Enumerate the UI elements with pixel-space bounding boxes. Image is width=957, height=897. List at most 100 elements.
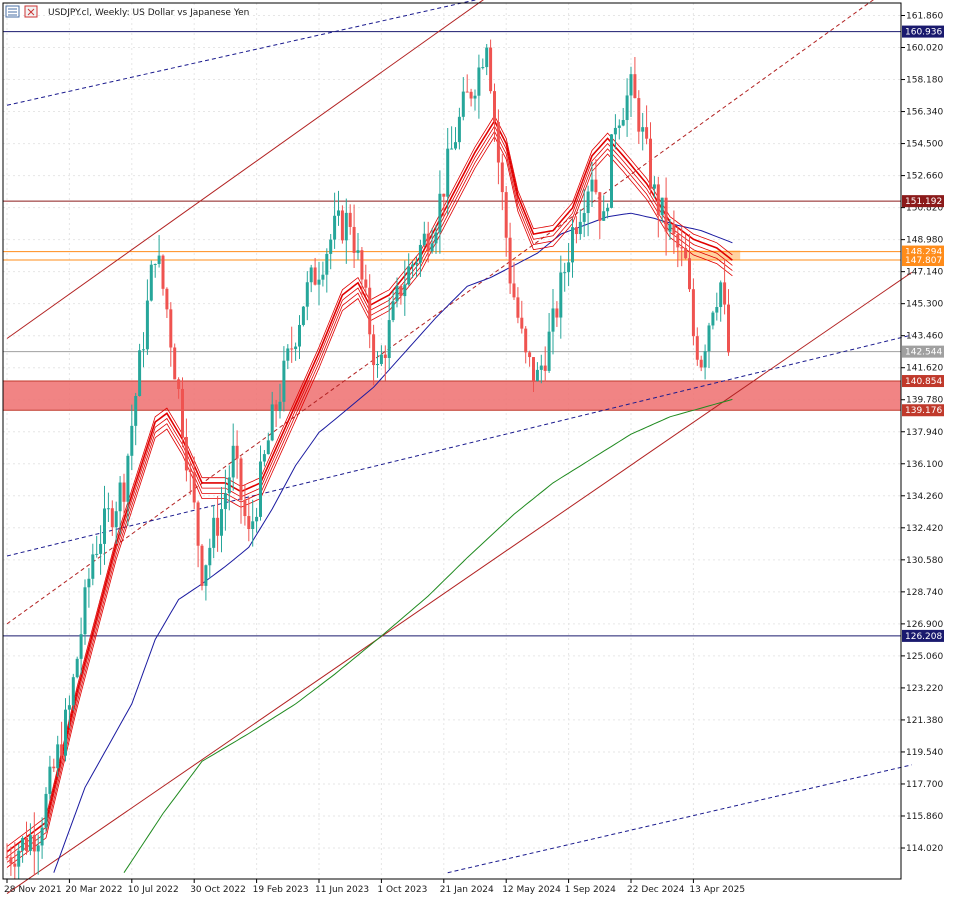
price-tag-label: 139.176	[905, 406, 942, 416]
candle-body	[56, 744, 60, 769]
candle-body	[422, 233, 426, 245]
candle-body	[243, 499, 247, 517]
candle-body	[337, 210, 340, 216]
y-tick-label: 148.980	[906, 236, 943, 246]
highlight-box	[677, 250, 741, 260]
candle-body	[532, 357, 535, 381]
y-tick-label: 132.420	[906, 524, 943, 534]
candle-body	[649, 138, 652, 189]
symbol-icon[interactable]	[24, 5, 38, 18]
price-tag-label: 126.208	[905, 632, 942, 642]
candle-body	[399, 285, 403, 297]
candle-body	[645, 127, 649, 139]
y-tick-label: 136.100	[906, 460, 943, 470]
candle-body	[699, 359, 703, 368]
candle-body	[715, 307, 719, 313]
ma-blue-line	[53, 212, 733, 873]
candle-body	[231, 445, 235, 478]
candle-body	[208, 547, 212, 566]
candle-body	[28, 835, 32, 851]
candle-body	[177, 379, 181, 389]
candle-body	[442, 193, 446, 197]
candle-body	[641, 127, 645, 132]
price-tag-bg	[902, 245, 944, 258]
y-tick-label: 154.500	[906, 140, 943, 150]
candle-body	[188, 470, 192, 473]
candle-body	[590, 179, 594, 192]
candle-body	[165, 288, 169, 310]
candle-body	[344, 212, 348, 241]
candle-body	[719, 282, 723, 308]
x-tick-label: 30 Oct 2022	[190, 885, 246, 895]
y-tick-label: 119.540	[906, 748, 943, 758]
candle-body	[75, 658, 79, 678]
candle-body	[309, 267, 313, 283]
candle-body	[582, 213, 586, 222]
candle-body	[426, 233, 430, 252]
y-tick-label: 143.460	[906, 332, 943, 342]
candle-body	[535, 369, 539, 381]
candle-body	[504, 192, 508, 238]
price-tag-bg	[902, 404, 944, 417]
chart-title: USDJPY.cl, Weekly: US Dollar vs Japanese…	[48, 8, 249, 18]
y-tick-label: 161.860	[906, 12, 943, 22]
candle-body	[528, 352, 532, 358]
candle-body	[656, 184, 660, 215]
candle-body	[79, 634, 83, 659]
candle-body	[87, 578, 91, 588]
candle-body	[368, 287, 372, 335]
candle-body	[130, 425, 134, 456]
y-tick-label: 130.580	[906, 556, 943, 566]
candle-body	[259, 461, 262, 517]
candle-body	[239, 458, 243, 500]
candle-body	[660, 197, 664, 215]
candle-body	[559, 272, 563, 318]
candle-body	[387, 320, 391, 359]
x-tick-label: 13 Apr 2025	[689, 885, 745, 895]
candle-body	[95, 553, 99, 555]
y-tick-label: 125.060	[906, 652, 943, 662]
candle-body	[126, 455, 130, 502]
candle-body	[415, 262, 418, 265]
candle-body	[625, 95, 629, 121]
candle-body	[610, 134, 613, 208]
y-tick-label: 152.660	[906, 172, 943, 182]
candle-body	[629, 74, 633, 96]
candle-body	[294, 346, 298, 350]
candle-body	[145, 300, 149, 350]
candle-body	[516, 297, 520, 318]
candle-body	[282, 360, 286, 402]
trend-line	[6, 0, 478, 106]
candle-body	[563, 272, 567, 274]
candle-body	[255, 516, 259, 522]
y-tick-label: 137.940	[906, 428, 943, 438]
candle-body	[301, 306, 305, 325]
candle-body	[157, 255, 161, 264]
candle-body	[134, 395, 138, 426]
price-tag-bg	[902, 375, 944, 388]
price-tag-label: 151.192	[905, 197, 942, 207]
candle-body	[512, 283, 516, 298]
candle-body	[114, 511, 118, 528]
candle-body	[270, 404, 274, 441]
candle-body	[169, 309, 173, 348]
candle-body	[481, 67, 485, 69]
x-tick-label: 1 Oct 2023	[377, 885, 427, 895]
candle-body	[395, 285, 399, 302]
candle-body	[391, 301, 395, 321]
chart-window-icon[interactable]	[5, 5, 20, 18]
price-tag-label: 142.544	[905, 348, 942, 358]
candle-body	[691, 289, 695, 337]
candle-body	[672, 224, 676, 235]
candle-body	[340, 210, 344, 241]
candle-body	[32, 835, 36, 852]
time-axis: 28 Nov 2021 20 Mar 2022 10 Jul 2022 30 Oct …	[4, 879, 745, 895]
candle-body	[36, 845, 40, 852]
candle-body	[5, 857, 9, 859]
candle-body	[454, 142, 457, 149]
candle-body	[48, 766, 52, 794]
y-tick-label: 145.300	[906, 300, 943, 310]
price-tag-label: 140.854	[905, 377, 942, 387]
